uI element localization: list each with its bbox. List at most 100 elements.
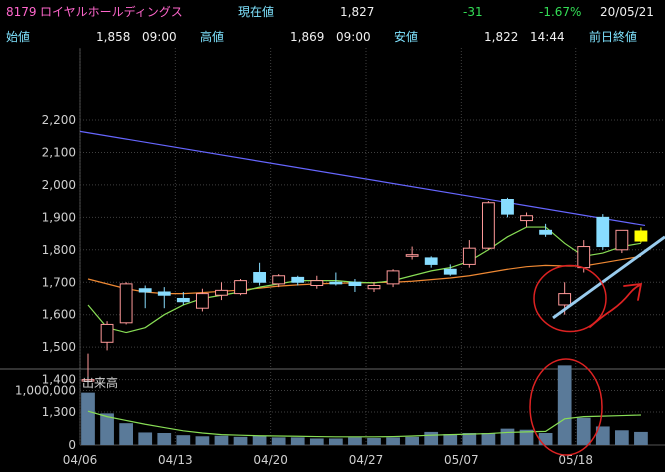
volume-bar [290,437,305,445]
candle [481,201,495,250]
candle-body [329,281,343,285]
price-axis-ticks: 2,200 2,100 2,000 1,900 1,800 1,700 1,600 1,500… [42,113,76,419]
stock-chart: 2,200 2,100 2,000 1,900 1,800 1,700 1,600 1,500… [0,48,665,467]
candle-body [462,247,476,265]
candle [138,285,152,309]
candle-body [291,276,305,283]
price-change: -31 [463,5,483,19]
candle-body [176,297,190,303]
candle-body [310,280,324,286]
volume-bar [405,436,419,445]
volume-bars [81,365,648,445]
candle [215,282,228,301]
candle-body [138,288,152,293]
candle-body [443,268,457,275]
volume-bar [271,437,286,445]
current-price-label: 現在値 [238,5,275,19]
candle [405,246,419,260]
candle [272,274,286,288]
candle [520,212,533,228]
short-moving-average-line [87,226,642,334]
candle-body [405,254,419,257]
high-value: 1,869 [290,30,325,44]
price-annotation-circle [533,264,607,333]
quote-row-1: 8179 ロイヤルホールディングス 現在値 1,827 -31 -1.67% 2… [0,2,665,22]
candle [462,240,476,268]
price-tick-label: 2,100 [42,145,76,159]
volume-bar [367,437,381,445]
candle-body [577,246,591,269]
candle [81,353,95,387]
date-tick-label: 05/07 [444,453,479,467]
candlesticks [81,197,648,387]
candle-body [615,229,629,251]
candle-body [520,215,533,222]
volume-bar [252,435,267,445]
date-tick-label: 04/27 [349,453,384,467]
candle [348,279,362,292]
volume-bar [176,435,191,445]
volume-zero-tick-label: 0 [68,438,76,452]
candle [234,279,247,296]
volume-bar [119,423,133,445]
candle [176,291,190,305]
candle-body [558,293,572,306]
candle [195,288,209,312]
volume-moving-average-line [87,410,641,438]
price-change-pct: -1.67% [539,5,582,19]
open-value: 1,858 [96,30,131,44]
volume-bar [386,437,400,445]
stock-name: ロイヤルホールディングス [40,5,183,19]
candle-body [234,280,247,295]
candle-body [272,275,286,285]
downtrend-line [79,130,646,227]
candle-body [157,291,171,296]
price-tick-label: 2,200 [42,113,76,127]
date-tick-label: 05/18 [558,453,593,467]
candle [329,272,343,286]
low-time: 14:44 [530,30,565,44]
volume-bar [557,365,572,445]
volume-bar [500,428,515,445]
candle [634,227,648,243]
candle-body [634,230,648,242]
volume-bar [519,429,534,445]
volume-bar [138,432,153,445]
price-tick-label: 1,300 [42,405,76,419]
candle-body [253,272,267,283]
candle [100,321,114,351]
candle [157,287,171,309]
volume-bar [81,392,95,445]
volume-bar [615,430,629,445]
candle-body [215,289,228,296]
volume-bar [481,433,496,445]
candle-body [195,293,209,309]
price-tick-label: 1,900 [42,210,76,224]
candle-body [481,202,495,249]
stock-code: 8179 [6,5,37,19]
date-tick-label: 04/20 [253,453,288,467]
long-moving-average-line [87,255,642,295]
price-tick-label: 1,500 [42,340,76,354]
candle-body [596,216,610,248]
candle-body [81,379,95,382]
volume-bar [195,436,210,445]
volume-bar [595,426,610,445]
volume-annotation-circle [529,358,603,456]
price-tick-label: 2,000 [42,178,76,192]
candle [443,264,457,276]
volume-bar [309,438,324,445]
candle [367,282,381,292]
date-tick-label: 04/06 [63,453,98,467]
current-price-value: 1,827 [340,5,375,19]
volume-tick-label: 1,000,000 [15,383,76,397]
candle [310,275,324,289]
date-tick-label: 04/13 [158,453,193,467]
price-tick-label: 1,600 [42,308,76,322]
open-time: 09:00 [142,30,177,44]
prev-close-label: 前日終値 [589,30,638,44]
candle-body [501,199,514,215]
high-label: 高値 [200,30,225,44]
open-label: 始値 [6,30,31,44]
date-axis-ticks: 04/06 04/13 04/20 04/27 05/07 05/18 [63,453,593,467]
